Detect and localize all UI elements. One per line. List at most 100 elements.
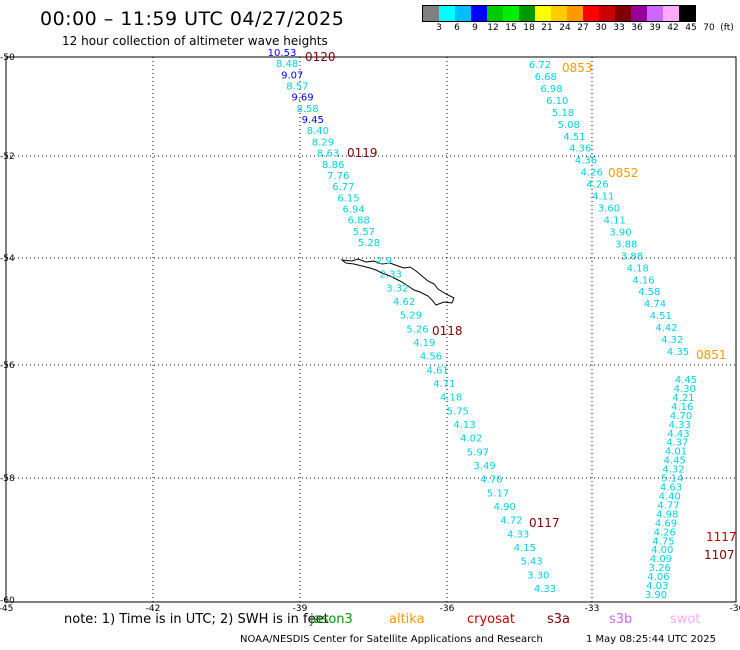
longitude-label: -39 <box>293 604 308 612</box>
legend-cryosat: cryosat <box>467 612 515 627</box>
wave-height-value: 4.11 <box>604 215 626 226</box>
wave-height-value: 4.35 <box>667 347 689 358</box>
colorbar-swatch <box>615 6 631 21</box>
wave-height-value: 4.01 <box>665 447 687 458</box>
wave-height-value: 4.09 <box>650 554 672 565</box>
wave-height-value: 4.51 <box>650 311 672 322</box>
colorbar-label: 12 <box>487 23 499 33</box>
wave-height-value: 4.16 <box>671 402 693 413</box>
colorbar-label: 42 <box>667 23 679 33</box>
wave-height-value: 4.72 <box>500 516 522 527</box>
wave-height-value: 4.06 <box>647 572 669 583</box>
colorbar-swatch <box>647 6 663 21</box>
wave-height-value: 5.57 <box>353 227 375 238</box>
wave-height-value: 6.98 <box>540 84 562 95</box>
wave-height-value: 4.40 <box>659 491 681 502</box>
wave-height-value: 2.9 <box>376 256 392 267</box>
latitude-label: -50 <box>0 53 15 63</box>
wave-height-value: 8.29 <box>312 137 334 148</box>
wave-height-colorbar <box>422 5 696 22</box>
colorbar-swatch <box>535 6 551 21</box>
chart-subtitle: 12 hour collection of altimeter wave hei… <box>62 34 328 48</box>
colorbar-swatch <box>663 6 679 21</box>
pass-label: 0120 <box>305 50 336 64</box>
wave-height-value: 4.63 <box>660 483 682 494</box>
colorbar-label: 21 <box>541 23 553 33</box>
south-georgia-coastline <box>340 258 455 306</box>
wave-height-value: 5.75 <box>447 406 469 417</box>
axis-labels: -50 -52 -54 -56 -58 -60-45 -42 -39 -36 -33 -30 <box>0 53 740 612</box>
latitude-label: -54 <box>0 254 15 264</box>
wave-height-value: 7.76 <box>327 171 349 182</box>
wave-height-value: 3.90 <box>609 227 631 238</box>
footnote: note: 1) Time is in UTC; 2) SWH is in fe… <box>64 612 329 627</box>
wave-height-value: 4.45 <box>675 375 697 386</box>
wave-height-value: 4.32 <box>662 465 684 476</box>
wave-height-value: 4.26 <box>581 168 603 179</box>
pass-label: 1117 <box>706 530 737 544</box>
colorbar-swatch <box>599 6 615 21</box>
wave-height-value: 4.03 <box>646 581 668 592</box>
wave-height-value: 4.61 <box>427 365 449 376</box>
wave-height-value: 4.02 <box>460 434 482 445</box>
colorbar-label: 9 <box>472 23 478 33</box>
wave-height-value: 4.19 <box>413 338 435 349</box>
wave-height-value: 4.33 <box>534 584 556 595</box>
pass-label: 0852 <box>608 166 639 180</box>
wave-height-value: 3.90 <box>645 590 667 601</box>
wave-height-value: 5.28 <box>358 238 380 249</box>
wave-height-value: 10.53 <box>268 48 297 59</box>
wave-height-value: 6.68 <box>535 72 557 83</box>
colorbar-swatch <box>519 6 535 21</box>
wave-height-value: 4.11 <box>592 192 614 203</box>
map-frame <box>5 56 737 603</box>
colorbar-swatch <box>487 6 503 21</box>
longitude-label: -45 <box>0 604 13 612</box>
colorbar-label: 36 <box>631 23 643 33</box>
colorbar-swatch <box>439 6 455 21</box>
pass-label: 0118 <box>432 324 463 338</box>
wave-height-value: 5.97 <box>467 447 489 458</box>
wave-height-value: 8.63 <box>317 149 339 160</box>
wave-height-value: 9.69 <box>291 93 313 104</box>
wave-height-value: 5.14 <box>661 474 683 485</box>
legend-altika: altika <box>389 612 425 627</box>
colorbar-swatch <box>455 6 471 21</box>
colorbar-labels: 3 6 9 12 15 18 21 24 27 30 33 36 39 42 45 70 (ft) <box>422 23 734 35</box>
colorbar-swatch <box>679 6 695 21</box>
wave-height-value: 8.57 <box>286 82 308 93</box>
colorbar-swatch <box>471 6 487 21</box>
colorbar-label: 39 <box>649 23 661 33</box>
colorbar-label: 6 <box>454 23 460 33</box>
wave-height-value: 5.26 <box>406 324 428 335</box>
wave-height-value: 4.30 <box>674 384 696 395</box>
generated-time: 1 May 08:25:44 UTC 2025 <box>586 634 716 645</box>
colorbar-label: 45 <box>685 23 697 33</box>
wave-height-value: 3.32 <box>386 283 408 294</box>
colorbar-swatch <box>423 6 439 21</box>
pass-label: 0851 <box>696 348 727 362</box>
pass-0118: 0118 2.9 2.33 3.32 4.62 5.29 5.26 4.19 4.56 4.61 4… <box>376 256 556 595</box>
wave-height-value: 4.33 <box>507 529 529 540</box>
latitude-label: -58 <box>0 474 15 484</box>
wave-height-value: 4.71 <box>433 379 455 390</box>
wave-height-value: 4.32 <box>661 335 683 346</box>
wave-height-value: 4.13 <box>453 420 475 431</box>
wave-height-value: 4.37 <box>666 438 688 449</box>
wave-height-value: 4.43 <box>667 429 689 440</box>
wave-height-value: 4.26 <box>654 527 676 538</box>
wave-height-value: 4.51 <box>563 132 585 143</box>
wave-height-value: 6.88 <box>348 216 370 227</box>
wave-height-value: 4.70 <box>670 411 692 422</box>
pass-label: 0853 <box>562 61 593 75</box>
wave-height-value: 6.77 <box>332 182 354 193</box>
wave-height-value: 3.88 <box>615 239 637 250</box>
colorbar-label: 27 <box>577 23 589 33</box>
wave-height-value: 4.36 <box>569 144 591 155</box>
wave-height-value: 5.18 <box>552 108 574 119</box>
wave-height-value: 8.86 <box>322 160 344 171</box>
wave-height-value: 4.98 <box>656 509 678 520</box>
colorbar-swatch <box>583 6 599 21</box>
legend-s3a: s3a <box>547 612 571 627</box>
wave-height-value: 4.77 <box>657 500 679 511</box>
